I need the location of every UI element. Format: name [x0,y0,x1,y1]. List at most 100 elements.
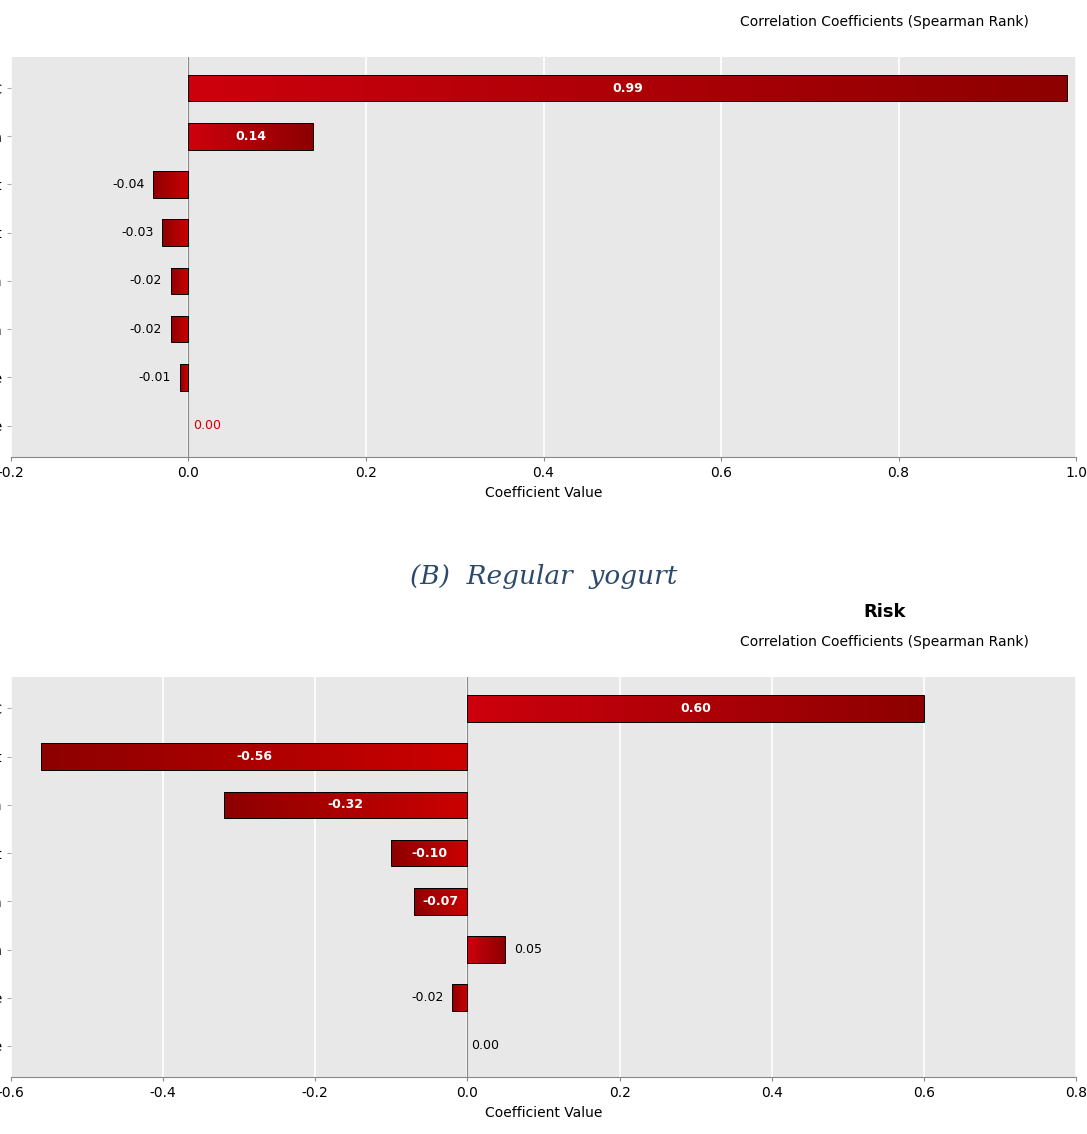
Bar [828,695,833,721]
Bar [327,744,332,770]
Text: Risk: Risk [863,603,905,621]
Bar [632,695,636,721]
Bar [490,695,495,721]
Bar [224,75,233,101]
Bar [186,744,190,770]
Bar [509,695,513,721]
Bar [878,695,883,721]
Bar [733,695,737,721]
Bar [833,695,837,721]
Bar [273,122,274,150]
Bar [370,792,373,818]
Bar [390,744,395,770]
Text: 0.99: 0.99 [612,82,644,94]
Bar [446,744,450,770]
Bar [365,744,370,770]
Text: Correlation Coefficients (Spearman Rank): Correlation Coefficients (Spearman Rank) [740,15,1028,28]
Bar [600,695,604,721]
Bar [795,75,803,101]
Bar [559,695,563,721]
Bar [237,122,238,150]
Bar [741,695,746,721]
Text: Correlation Coefficients (Spearman Rank): Correlation Coefficients (Spearman Rank) [740,635,1028,649]
Bar [341,792,343,818]
Bar [248,792,251,818]
Bar [584,75,592,101]
Bar [329,75,338,101]
Bar [258,122,260,150]
Bar [382,75,390,101]
Bar [395,744,399,770]
Bar [696,695,700,721]
Bar [284,744,288,770]
Bar [284,122,286,150]
Bar [309,122,310,150]
Bar [321,75,329,101]
Bar [309,792,312,818]
Bar [303,122,304,150]
Bar [343,792,346,818]
Bar [280,122,282,150]
Bar [238,122,239,150]
Bar [472,695,476,721]
Bar [192,122,193,150]
Bar [285,75,293,101]
Bar [628,75,637,101]
Bar [461,75,470,101]
Bar [545,695,550,721]
Bar [67,744,71,770]
Bar [370,744,374,770]
Bar [691,695,696,721]
Bar [704,695,710,721]
Bar [860,695,864,721]
Bar [714,695,719,721]
Bar [979,75,988,101]
Bar [348,792,350,818]
Bar [353,792,355,818]
Bar [429,744,434,770]
Bar [905,695,910,721]
Bar [324,792,326,818]
Bar [810,695,814,721]
Bar [286,122,287,150]
Bar [290,122,291,150]
Bar [389,792,392,818]
Bar [305,122,307,150]
Bar [848,75,857,101]
Bar [236,792,238,818]
Bar [1041,75,1050,101]
Bar [233,75,241,101]
Bar [654,75,663,101]
Bar [821,75,830,101]
Bar [554,695,559,721]
Bar [348,744,352,770]
Bar [482,695,486,721]
Bar [727,695,733,721]
Bar [909,75,917,101]
Bar [273,792,275,818]
Bar [101,744,105,770]
Bar [288,744,292,770]
Bar [197,75,207,101]
Bar [760,695,764,721]
Bar [259,75,267,101]
Bar [363,792,365,818]
Bar [601,75,610,101]
Bar [891,75,900,101]
Text: -0.56: -0.56 [236,750,273,763]
Bar [1050,75,1059,101]
Bar [936,75,945,101]
Bar [408,744,412,770]
Bar [467,695,924,721]
Bar [460,792,463,818]
Bar [152,744,157,770]
Bar [201,122,202,150]
Bar [769,75,777,101]
Bar [540,695,545,721]
Bar [279,122,280,150]
Bar [586,695,590,721]
Bar [783,695,787,721]
Bar [424,792,426,818]
Bar [915,695,920,721]
Bar [177,744,182,770]
